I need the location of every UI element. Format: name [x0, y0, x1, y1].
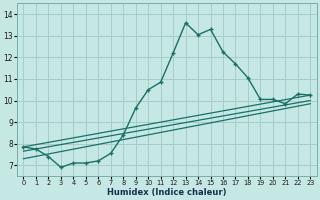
X-axis label: Humidex (Indice chaleur): Humidex (Indice chaleur) [107, 188, 227, 197]
